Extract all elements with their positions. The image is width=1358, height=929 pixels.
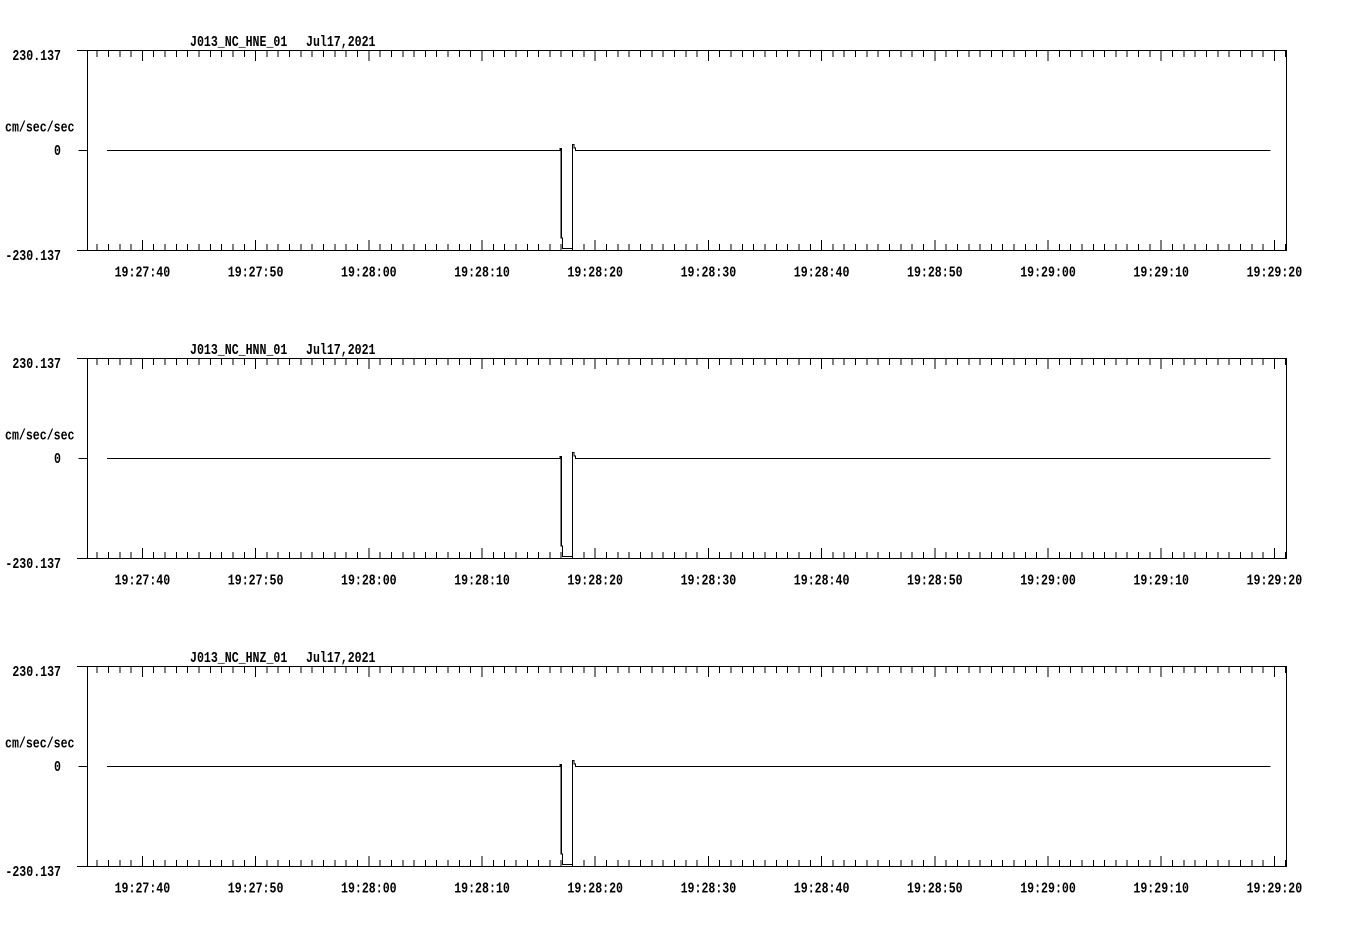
svg-text:19:27:50: 19:27:50 xyxy=(228,573,284,590)
svg-text:-230.137: -230.137 xyxy=(5,556,61,573)
svg-text:19:28:50: 19:28:50 xyxy=(907,265,963,282)
svg-text:19:27:50: 19:27:50 xyxy=(228,265,284,282)
svg-text:0: 0 xyxy=(54,759,61,776)
svg-text:19:28:50: 19:28:50 xyxy=(907,881,963,898)
svg-text:19:28:10: 19:28:10 xyxy=(454,881,510,898)
svg-text:J013_NC_HNE_01: J013_NC_HNE_01 xyxy=(190,34,287,51)
svg-text:19:28:00: 19:28:00 xyxy=(341,265,397,282)
svg-text:19:28:40: 19:28:40 xyxy=(794,881,850,898)
svg-text:19:29:10: 19:29:10 xyxy=(1133,881,1189,898)
svg-text:J013_NC_HNN_01: J013_NC_HNN_01 xyxy=(190,342,287,359)
svg-text:19:28:30: 19:28:30 xyxy=(681,265,737,282)
svg-text:19:29:10: 19:29:10 xyxy=(1133,573,1189,590)
svg-text:19:28:00: 19:28:00 xyxy=(341,881,397,898)
svg-text:19:28:30: 19:28:30 xyxy=(681,881,737,898)
svg-text:19:29:00: 19:29:00 xyxy=(1020,881,1076,898)
svg-text:19:28:40: 19:28:40 xyxy=(794,265,850,282)
svg-text:19:27:40: 19:27:40 xyxy=(115,573,171,590)
svg-text:0: 0 xyxy=(54,451,61,468)
svg-text:19:29:20: 19:29:20 xyxy=(1247,573,1303,590)
svg-text:230.137: 230.137 xyxy=(12,48,61,65)
svg-text:19:27:40: 19:27:40 xyxy=(115,265,171,282)
svg-text:19:28:30: 19:28:30 xyxy=(681,573,737,590)
svg-text:-230.137: -230.137 xyxy=(5,248,61,265)
svg-text:19:28:40: 19:28:40 xyxy=(794,573,850,590)
svg-text:19:29:10: 19:29:10 xyxy=(1133,265,1189,282)
svg-text:cm/sec/sec: cm/sec/sec xyxy=(5,120,75,137)
svg-text:0: 0 xyxy=(54,143,61,160)
svg-text:19:27:50: 19:27:50 xyxy=(228,881,284,898)
svg-text:Jul17,2021: Jul17,2021 xyxy=(306,34,376,51)
svg-text:-230.137: -230.137 xyxy=(5,864,61,881)
svg-text:19:28:10: 19:28:10 xyxy=(454,573,510,590)
svg-text:cm/sec/sec: cm/sec/sec xyxy=(5,736,75,753)
svg-text:cm/sec/sec: cm/sec/sec xyxy=(5,428,75,445)
svg-text:19:28:10: 19:28:10 xyxy=(454,265,510,282)
svg-text:230.137: 230.137 xyxy=(12,664,61,681)
svg-text:Jul17,2021: Jul17,2021 xyxy=(306,342,376,359)
svg-text:Jul17,2021: Jul17,2021 xyxy=(306,650,376,667)
svg-text:19:29:00: 19:29:00 xyxy=(1020,573,1076,590)
svg-text:19:27:40: 19:27:40 xyxy=(115,881,171,898)
svg-text:19:28:20: 19:28:20 xyxy=(567,573,623,590)
svg-text:J013_NC_HNZ_01: J013_NC_HNZ_01 xyxy=(190,650,287,667)
svg-text:230.137: 230.137 xyxy=(12,356,61,373)
svg-text:19:28:00: 19:28:00 xyxy=(341,573,397,590)
svg-text:19:28:20: 19:28:20 xyxy=(567,265,623,282)
svg-text:19:29:00: 19:29:00 xyxy=(1020,265,1076,282)
svg-text:19:28:50: 19:28:50 xyxy=(907,573,963,590)
svg-text:19:28:20: 19:28:20 xyxy=(567,881,623,898)
svg-text:19:29:20: 19:29:20 xyxy=(1247,265,1303,282)
svg-text:19:29:20: 19:29:20 xyxy=(1247,881,1303,898)
